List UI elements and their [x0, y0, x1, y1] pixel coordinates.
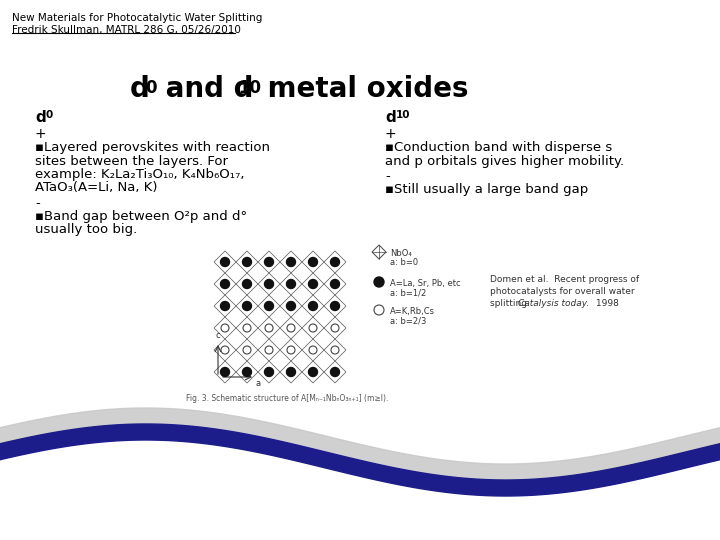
Text: New Materials for Photocatalytic Water Splitting: New Materials for Photocatalytic Water S… [12, 13, 262, 23]
Text: A=La, Sr, Pb, etc: A=La, Sr, Pb, etc [390, 279, 461, 288]
Circle shape [220, 368, 230, 376]
Text: and d: and d [156, 75, 253, 103]
Circle shape [330, 280, 340, 288]
Text: usually too big.: usually too big. [35, 224, 138, 237]
Circle shape [330, 258, 340, 267]
Text: ▪Layered perovskites with reaction: ▪Layered perovskites with reaction [35, 141, 270, 154]
Circle shape [264, 258, 274, 267]
Text: and p orbitals gives higher mobility.: and p orbitals gives higher mobility. [385, 154, 624, 167]
Circle shape [287, 258, 295, 267]
Text: a: b=1/2: a: b=1/2 [390, 289, 426, 298]
Text: a: b=2/3: a: b=2/3 [390, 317, 426, 326]
Circle shape [374, 277, 384, 287]
Circle shape [220, 258, 230, 267]
Text: NbO₄: NbO₄ [390, 249, 412, 258]
Text: ATaO₃(A=Li, Na, K): ATaO₃(A=Li, Na, K) [35, 181, 158, 194]
Circle shape [243, 280, 251, 288]
Text: a: b=0: a: b=0 [390, 258, 418, 267]
Circle shape [243, 368, 251, 376]
Circle shape [308, 258, 318, 267]
Text: Domen et al.  Recent progress of: Domen et al. Recent progress of [490, 275, 639, 284]
Circle shape [264, 368, 274, 376]
Text: Fredrik Skullman, MATRL 286 G, 05/26/2010: Fredrik Skullman, MATRL 286 G, 05/26/201… [12, 25, 241, 35]
Circle shape [264, 301, 274, 310]
Text: c: c [216, 331, 220, 340]
Text: A=K,Rb,Cs: A=K,Rb,Cs [390, 307, 435, 316]
Circle shape [220, 301, 230, 310]
Text: Fig. 3. Schematic structure of A[Mₙ₋₁NbₙO₃ₙ₊₁] (m≥l).: Fig. 3. Schematic structure of A[Mₙ₋₁Nbₙ… [186, 394, 389, 403]
Circle shape [287, 301, 295, 310]
Circle shape [330, 368, 340, 376]
Text: -: - [35, 197, 40, 210]
Circle shape [287, 368, 295, 376]
Circle shape [330, 301, 340, 310]
Circle shape [220, 280, 230, 288]
Text: +: + [35, 127, 47, 141]
Text: -: - [385, 170, 390, 183]
Text: 0: 0 [145, 79, 156, 97]
Text: a: a [256, 379, 261, 388]
Circle shape [243, 301, 251, 310]
Text: sites between the layers. For: sites between the layers. For [35, 154, 228, 167]
Circle shape [308, 301, 318, 310]
Text: 1998: 1998 [593, 299, 619, 308]
Text: d: d [130, 75, 150, 103]
Circle shape [287, 280, 295, 288]
Text: ▪Band gap between O²p and d°: ▪Band gap between O²p and d° [35, 210, 247, 223]
Text: splitting.: splitting. [490, 299, 533, 308]
Text: d: d [35, 110, 46, 125]
Text: +: + [385, 127, 397, 141]
Circle shape [308, 280, 318, 288]
Text: photocatalysts for overall water: photocatalysts for overall water [490, 287, 634, 296]
Text: ▪Conduction band with disperse s: ▪Conduction band with disperse s [385, 141, 612, 154]
Text: 0: 0 [46, 110, 53, 120]
Text: d: d [385, 110, 396, 125]
Text: Catalysis today.: Catalysis today. [518, 299, 589, 308]
Circle shape [243, 258, 251, 267]
Text: metal oxides: metal oxides [258, 75, 469, 103]
Text: 10: 10 [396, 110, 410, 120]
Circle shape [264, 280, 274, 288]
Circle shape [308, 368, 318, 376]
Text: 10: 10 [238, 79, 261, 97]
Text: ▪Still usually a large band gap: ▪Still usually a large band gap [385, 183, 588, 196]
Text: example: K₂La₂Ti₃O₁₀, K₄Nb₆O₁₇,: example: K₂La₂Ti₃O₁₀, K₄Nb₆O₁₇, [35, 168, 245, 181]
